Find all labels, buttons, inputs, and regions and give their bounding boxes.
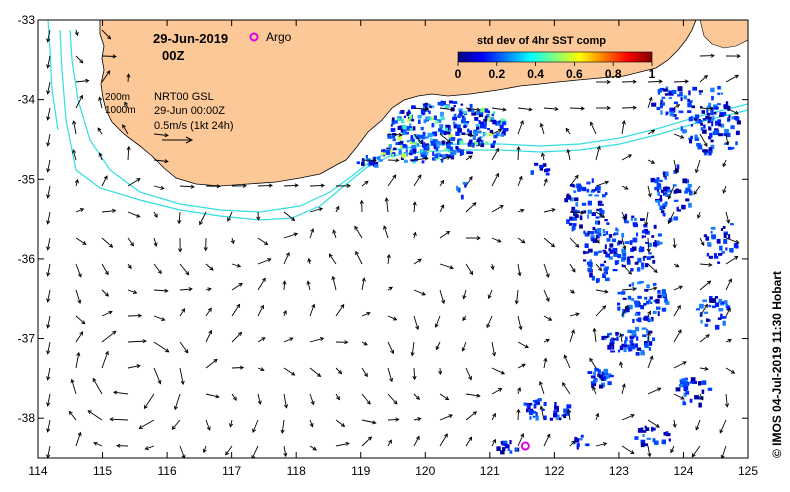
colorbar-tick-label: 0.2 <box>488 67 505 81</box>
source-label: NRT00 GSL <box>154 91 214 103</box>
argo-legend-label: Argo <box>266 30 292 44</box>
y-tick-label: -37 <box>18 332 36 346</box>
x-tick-label: 120 <box>415 464 435 478</box>
isobath-200m <box>69 29 748 213</box>
colorbar-tick-label: 1 <box>649 67 656 81</box>
x-tick-label: 121 <box>480 464 500 478</box>
isobath-1000-label: 1000m <box>105 105 136 116</box>
credit-text: © IMOS 04-Jul-2019 11:30 Hobart <box>770 271 784 458</box>
plot-frame <box>37 19 749 459</box>
land-east-fragment <box>699 20 748 49</box>
x-tick-label: 125 <box>738 464 758 478</box>
y-tick-label: -38 <box>18 411 36 425</box>
colorbar <box>457 51 653 63</box>
x-tick-label: 116 <box>158 464 177 478</box>
x-tick-label: 117 <box>222 464 241 478</box>
x-tick-label: 119 <box>351 464 370 478</box>
map-date: 29-Jun-2019 <box>153 31 228 46</box>
colorbar-tick-label: 0.8 <box>605 67 622 81</box>
x-tick-label: 115 <box>93 464 112 478</box>
colorbar-title: std dev of 4hr SST comp <box>477 35 606 47</box>
argo-float-marker[interactable] <box>520 441 530 451</box>
y-tick-label: -34 <box>18 93 36 107</box>
scale-arrow-head <box>185 136 194 144</box>
x-tick-label: 122 <box>544 464 564 478</box>
argo-legend-icon <box>249 32 259 42</box>
isobath-200-label: 200m <box>105 92 130 103</box>
x-tick-label: 123 <box>609 464 629 478</box>
colorbar-ticks: 0 0.2 0.4 0.6 0.8 1 <box>455 62 656 81</box>
y-tick-label: -36 <box>18 252 36 266</box>
colorbar-tick-label: 0 <box>455 67 462 81</box>
scale-label: 0.5m/s (1kt 24h) <box>154 120 233 132</box>
x-tick-label: 124 <box>673 464 693 478</box>
y-tick-label: -33 <box>18 13 36 27</box>
x-tick-label: 114 <box>28 464 47 478</box>
colorbar-tick-label: 0.4 <box>527 67 544 81</box>
colorbar-tick-label: 0.6 <box>566 67 583 81</box>
x-tick-label: 118 <box>287 464 306 478</box>
datetime-label: 29-Jun 00:00Z <box>154 105 225 117</box>
y-axis: -33 -34 -35 -36 -37 -38 <box>18 13 748 425</box>
map-time: 00Z <box>162 48 184 63</box>
x-axis: 114 115 116 117 118 119 120 121 122 123 124 125 <box>28 20 758 478</box>
y-tick-label: -35 <box>18 172 36 186</box>
